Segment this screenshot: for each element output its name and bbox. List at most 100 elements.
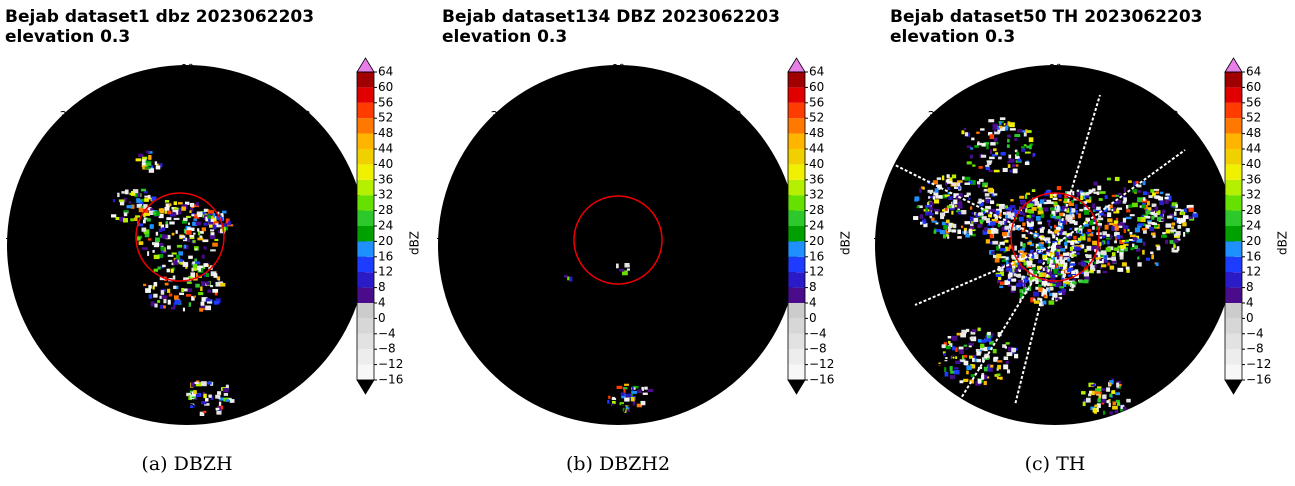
echo [993, 349, 997, 353]
echo [1005, 205, 1008, 208]
echo [1000, 117, 1005, 120]
echo [641, 401, 646, 405]
echo [971, 138, 974, 141]
echo [210, 285, 213, 287]
echo [999, 206, 1005, 210]
colorbar-segment [357, 195, 374, 210]
colorbar-segment [788, 272, 805, 287]
echo [995, 211, 999, 215]
caption: (c) TH [1025, 453, 1086, 475]
colorbar-under [357, 380, 374, 394]
echo [1032, 189, 1036, 192]
echo [1103, 411, 1105, 415]
echo [1192, 213, 1198, 217]
echo [1123, 197, 1127, 201]
echo [994, 138, 998, 142]
echo [1156, 263, 1159, 266]
echo [1014, 246, 1017, 251]
echo [966, 365, 971, 370]
echo [943, 225, 948, 229]
echo [1161, 235, 1167, 238]
echo [980, 344, 984, 348]
echo [1072, 254, 1077, 256]
echo [993, 255, 996, 258]
echo [146, 151, 150, 154]
echo [956, 182, 960, 186]
colorbar-tick-label: 8 [809, 280, 817, 294]
echo [569, 277, 572, 282]
echo [996, 274, 1002, 277]
echo [942, 344, 946, 348]
echo [970, 155, 973, 159]
echo [979, 166, 983, 169]
echo [1001, 152, 1006, 156]
echo [1087, 229, 1091, 232]
colorbar-segment [1225, 257, 1242, 272]
echo [955, 347, 957, 352]
echo [228, 221, 231, 225]
echo [934, 209, 940, 212]
echo [987, 332, 991, 335]
echo [1094, 262, 1096, 265]
echo [196, 222, 202, 226]
echo [972, 358, 975, 362]
echo [991, 209, 996, 212]
echo [219, 402, 221, 406]
echo [1072, 284, 1074, 288]
echo [130, 218, 134, 221]
echo [1081, 233, 1083, 236]
echo [1135, 228, 1140, 233]
colorbar-segment [357, 164, 374, 179]
echo [616, 264, 619, 269]
echo [1151, 216, 1154, 220]
echo [1043, 268, 1045, 271]
echo [998, 224, 1001, 227]
echo [223, 388, 229, 392]
echo [928, 190, 934, 193]
echo [1151, 233, 1155, 236]
echo [1075, 204, 1078, 209]
echo [145, 213, 150, 216]
echo [1177, 225, 1181, 229]
echo [950, 371, 954, 374]
echo [197, 228, 199, 231]
echo [123, 218, 128, 222]
echo [204, 246, 207, 249]
echo [985, 165, 989, 167]
echo [1050, 226, 1052, 228]
echo [1122, 240, 1125, 242]
echo [1047, 220, 1051, 222]
echo [995, 152, 998, 154]
echo [1105, 195, 1108, 199]
echo [1137, 257, 1139, 260]
colorbar-segment [1225, 365, 1242, 380]
echo [207, 301, 212, 303]
echo [1160, 192, 1164, 194]
echo [136, 198, 140, 203]
echo [1160, 214, 1164, 217]
echo [1057, 271, 1060, 274]
echo [1006, 361, 1009, 364]
echo [978, 328, 981, 332]
echo [1154, 189, 1159, 191]
colorbar-segment [788, 149, 805, 164]
echo [977, 359, 981, 362]
echo [1017, 159, 1021, 162]
echo [626, 394, 631, 397]
echo [1142, 228, 1147, 230]
colorbar-segment [788, 164, 805, 179]
echo [617, 386, 623, 389]
echo [984, 189, 988, 192]
echo [1143, 241, 1146, 246]
echo [934, 230, 937, 234]
colorbar-segment [788, 211, 805, 226]
echo [1057, 186, 1061, 190]
echo [201, 401, 206, 404]
echo [1175, 209, 1181, 211]
echo [203, 394, 206, 398]
echo [224, 393, 228, 396]
echo [200, 286, 202, 291]
echo [1084, 210, 1089, 215]
echo [1069, 289, 1074, 291]
echo [987, 199, 989, 203]
